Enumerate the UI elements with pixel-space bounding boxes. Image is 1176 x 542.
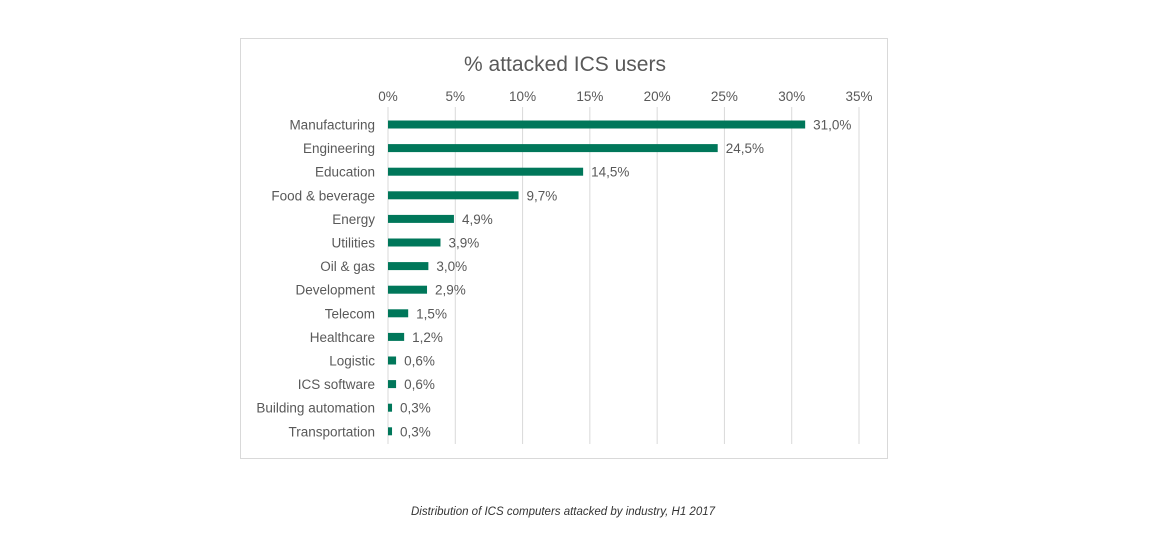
data-labels: 31,0% 24,5% 14,5% 9,7% 4,9% 3,9% 3,0% 2,9% 1,5% 1… (400, 118, 851, 440)
category-label: ICS software (298, 377, 375, 392)
category-label: Telecom (325, 306, 375, 321)
data-label: 0,3% (400, 424, 431, 439)
category-label: Development (295, 283, 375, 298)
category-label: Manufacturing (289, 118, 375, 133)
figure-caption: Distribution of ICS computers attacked b… (410, 506, 716, 518)
bar (388, 403, 393, 412)
data-label: 14,5% (591, 165, 629, 180)
x-tick-label: 15% (576, 89, 603, 104)
bar (388, 309, 409, 318)
data-label: 0,3% (400, 401, 431, 416)
bar (388, 167, 584, 176)
data-label: 0,6% (404, 377, 435, 392)
data-label: 24,5% (726, 141, 764, 156)
chart-title: % attacked ICS users (464, 53, 666, 76)
bar-chart: % attacked ICS users 0% 5% 10% 15% 20% 25% 30%… (256, 53, 873, 444)
data-label: 0,6% (404, 354, 435, 369)
category-label: Transportation (288, 424, 375, 439)
data-label: 1,5% (416, 306, 447, 321)
data-label: 3,9% (448, 236, 479, 251)
bar (388, 191, 519, 200)
bar (388, 144, 718, 153)
x-tick-label: 5% (446, 89, 466, 104)
category-label: Logistic (329, 354, 375, 369)
category-label: Energy (332, 212, 375, 227)
x-tick-label: 10% (509, 89, 536, 104)
category-label: Food & beverage (271, 188, 375, 203)
x-tick-label: 35% (845, 89, 872, 104)
data-label: 3,0% (436, 259, 467, 274)
data-label: 4,9% (462, 212, 493, 227)
category-label: Engineering (303, 141, 375, 156)
bar (388, 285, 428, 294)
grid-layer (387, 107, 860, 444)
category-labels: Manufacturing Engineering Education Food & … (256, 118, 375, 440)
x-tick-label: 30% (778, 89, 805, 104)
category-label: Healthcare (310, 330, 375, 345)
bar (388, 356, 397, 365)
data-label: 1,2% (412, 330, 443, 345)
bar (388, 262, 429, 271)
data-label: 9,7% (527, 188, 558, 203)
bar (388, 427, 393, 436)
category-label: Oil & gas (320, 259, 375, 274)
x-tick-label: 20% (644, 89, 671, 104)
x-tick-label: 25% (711, 89, 738, 104)
tick-layer: 0% 5% 10% 15% 20% 25% 30% 35% (378, 89, 872, 104)
bar (388, 120, 806, 129)
bar (388, 214, 454, 223)
bar (388, 380, 397, 389)
bar (388, 332, 405, 341)
data-label: 2,9% (435, 283, 466, 298)
bars (388, 120, 806, 436)
category-label: Building automation (256, 401, 375, 416)
data-label: 31,0% (813, 118, 851, 133)
bar (388, 238, 441, 247)
category-label: Utilities (331, 236, 375, 251)
chart-frame: % attacked ICS users 0% 5% 10% 15% 20% 25% 30%… (240, 38, 888, 459)
category-label: Education (315, 165, 375, 180)
x-tick-label: 0% (378, 89, 398, 104)
